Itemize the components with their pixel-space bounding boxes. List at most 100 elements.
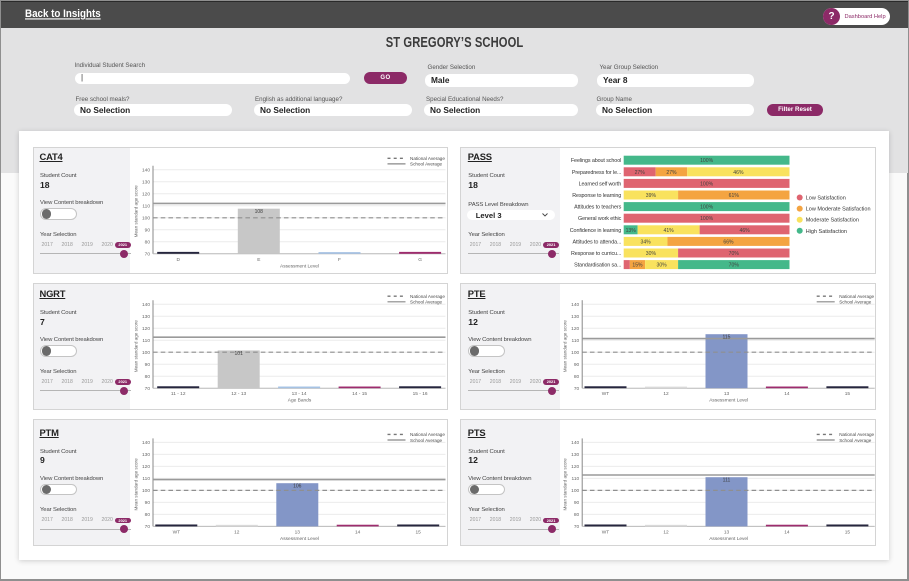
svg-text:High Satisfaction: High Satisfaction bbox=[806, 229, 847, 235]
svg-text:Attitudes to teachers: Attitudes to teachers bbox=[574, 205, 621, 211]
svg-text:80: 80 bbox=[574, 513, 580, 519]
svg-text:13: 13 bbox=[724, 392, 730, 398]
svg-text:National Average: National Average bbox=[410, 294, 445, 299]
svg-text:11 - 12: 11 - 12 bbox=[170, 392, 185, 398]
svg-text:14: 14 bbox=[785, 530, 791, 536]
svg-text:E: E bbox=[257, 257, 260, 263]
svg-text:13: 13 bbox=[294, 530, 300, 536]
svg-text:110: 110 bbox=[572, 338, 580, 344]
svg-text:110: 110 bbox=[572, 477, 580, 483]
svg-text:140: 140 bbox=[141, 168, 149, 174]
svg-text:School Average: School Average bbox=[839, 300, 872, 305]
svg-text:Assessment Level: Assessment Level bbox=[710, 398, 749, 404]
svg-text:120: 120 bbox=[571, 465, 579, 471]
svg-text:School Average: School Average bbox=[839, 438, 872, 443]
svg-text:D: D bbox=[176, 257, 180, 263]
svg-text:Preparedness for le...: Preparedness for le... bbox=[572, 170, 621, 176]
svg-text:Standardisation sa...: Standardisation sa... bbox=[574, 263, 621, 269]
svg-text:School Average: School Average bbox=[410, 300, 443, 305]
svg-text:School Average: School Average bbox=[410, 162, 443, 167]
svg-text:70: 70 bbox=[144, 386, 150, 392]
svg-text:12: 12 bbox=[664, 530, 670, 536]
svg-text:100%: 100% bbox=[700, 205, 713, 211]
svg-text:Assessment Level: Assessment Level bbox=[280, 263, 319, 269]
svg-text:41%: 41% bbox=[664, 228, 675, 234]
svg-text:13%: 13% bbox=[626, 228, 637, 234]
svg-text:Mean standard age score: Mean standard age score bbox=[563, 458, 568, 511]
svg-text:140: 140 bbox=[571, 441, 579, 447]
svg-text:Assessment Level: Assessment Level bbox=[280, 536, 319, 542]
svg-text:90: 90 bbox=[144, 228, 150, 234]
svg-text:WT: WT bbox=[602, 530, 610, 536]
svg-text:15 - 16: 15 - 16 bbox=[412, 392, 427, 398]
svg-text:130: 130 bbox=[571, 453, 579, 459]
svg-text:14: 14 bbox=[785, 392, 791, 398]
svg-text:Attitudes to attenda...: Attitudes to attenda... bbox=[573, 239, 622, 245]
svg-text:27%: 27% bbox=[635, 170, 646, 176]
svg-text:80: 80 bbox=[144, 240, 150, 246]
svg-text:130: 130 bbox=[141, 180, 149, 186]
svg-text:80: 80 bbox=[574, 374, 580, 380]
svg-text:100%: 100% bbox=[700, 158, 713, 164]
svg-text:100: 100 bbox=[141, 489, 149, 495]
svg-text:90: 90 bbox=[144, 362, 150, 368]
svg-text:90: 90 bbox=[574, 362, 580, 368]
svg-text:80: 80 bbox=[144, 513, 150, 519]
svg-text:27%: 27% bbox=[667, 170, 678, 176]
svg-text:Mean standard age score: Mean standard age score bbox=[133, 320, 138, 373]
svg-text:90: 90 bbox=[144, 501, 150, 507]
svg-text:12 - 13: 12 - 13 bbox=[231, 392, 246, 398]
svg-text:115: 115 bbox=[723, 335, 731, 341]
svg-text:Mean standard age score: Mean standard age score bbox=[563, 320, 568, 373]
svg-text:Response to curricu...: Response to curricu... bbox=[571, 251, 621, 257]
svg-text:111: 111 bbox=[723, 478, 731, 484]
svg-text:13 - 14: 13 - 14 bbox=[291, 392, 306, 398]
svg-text:15: 15 bbox=[415, 530, 421, 536]
svg-text:WT: WT bbox=[602, 392, 610, 398]
svg-text:100: 100 bbox=[571, 350, 579, 356]
svg-text:National Average: National Average bbox=[410, 433, 445, 438]
svg-text:Mean standard age score: Mean standard age score bbox=[133, 458, 138, 511]
svg-text:100: 100 bbox=[141, 350, 149, 356]
svg-text:14 - 15: 14 - 15 bbox=[352, 392, 367, 398]
svg-text:12: 12 bbox=[234, 530, 240, 536]
svg-text:120: 120 bbox=[141, 465, 149, 471]
svg-text:110: 110 bbox=[142, 477, 150, 483]
svg-text:Low Moderate Satisfaction: Low Moderate Satisfaction bbox=[806, 207, 871, 213]
svg-text:Confidence in learning: Confidence in learning bbox=[570, 228, 622, 234]
svg-text:110: 110 bbox=[142, 204, 150, 210]
svg-text:46%: 46% bbox=[734, 170, 745, 176]
svg-text:130: 130 bbox=[571, 314, 579, 320]
svg-text:34%: 34% bbox=[641, 239, 652, 245]
svg-text:30%: 30% bbox=[646, 251, 657, 257]
svg-text:120: 120 bbox=[141, 192, 149, 198]
svg-text:Low Satisfaction: Low Satisfaction bbox=[806, 196, 846, 202]
svg-text:110: 110 bbox=[142, 338, 150, 344]
svg-text:14: 14 bbox=[355, 530, 361, 536]
svg-text:70: 70 bbox=[574, 525, 580, 531]
svg-text:Moderate Satisfaction: Moderate Satisfaction bbox=[806, 218, 859, 224]
svg-text:100%: 100% bbox=[700, 216, 713, 222]
svg-text:39%: 39% bbox=[646, 193, 657, 199]
svg-text:90: 90 bbox=[574, 501, 580, 507]
svg-text:G: G bbox=[418, 257, 422, 263]
svg-text:70%: 70% bbox=[729, 263, 740, 269]
svg-text:100: 100 bbox=[571, 489, 579, 495]
svg-text:140: 140 bbox=[141, 302, 149, 308]
svg-text:15%: 15% bbox=[633, 263, 644, 269]
svg-text:66%: 66% bbox=[724, 239, 735, 245]
svg-text:Response to learning: Response to learning bbox=[573, 193, 622, 199]
svg-text:National Average: National Average bbox=[839, 294, 874, 299]
svg-text:100%: 100% bbox=[700, 181, 713, 187]
svg-text:61%: 61% bbox=[729, 193, 740, 199]
svg-text:F: F bbox=[338, 257, 341, 263]
svg-text:140: 140 bbox=[571, 302, 579, 308]
svg-text:General work ethic: General work ethic bbox=[578, 216, 622, 222]
svg-text:15: 15 bbox=[845, 530, 851, 536]
svg-text:Mean standard age score: Mean standard age score bbox=[133, 185, 138, 238]
svg-text:106: 106 bbox=[293, 484, 302, 490]
svg-text:80: 80 bbox=[144, 374, 150, 380]
svg-text:70%: 70% bbox=[729, 251, 740, 257]
svg-text:Feelings about school: Feelings about school bbox=[571, 158, 621, 164]
svg-text:101: 101 bbox=[234, 351, 243, 357]
